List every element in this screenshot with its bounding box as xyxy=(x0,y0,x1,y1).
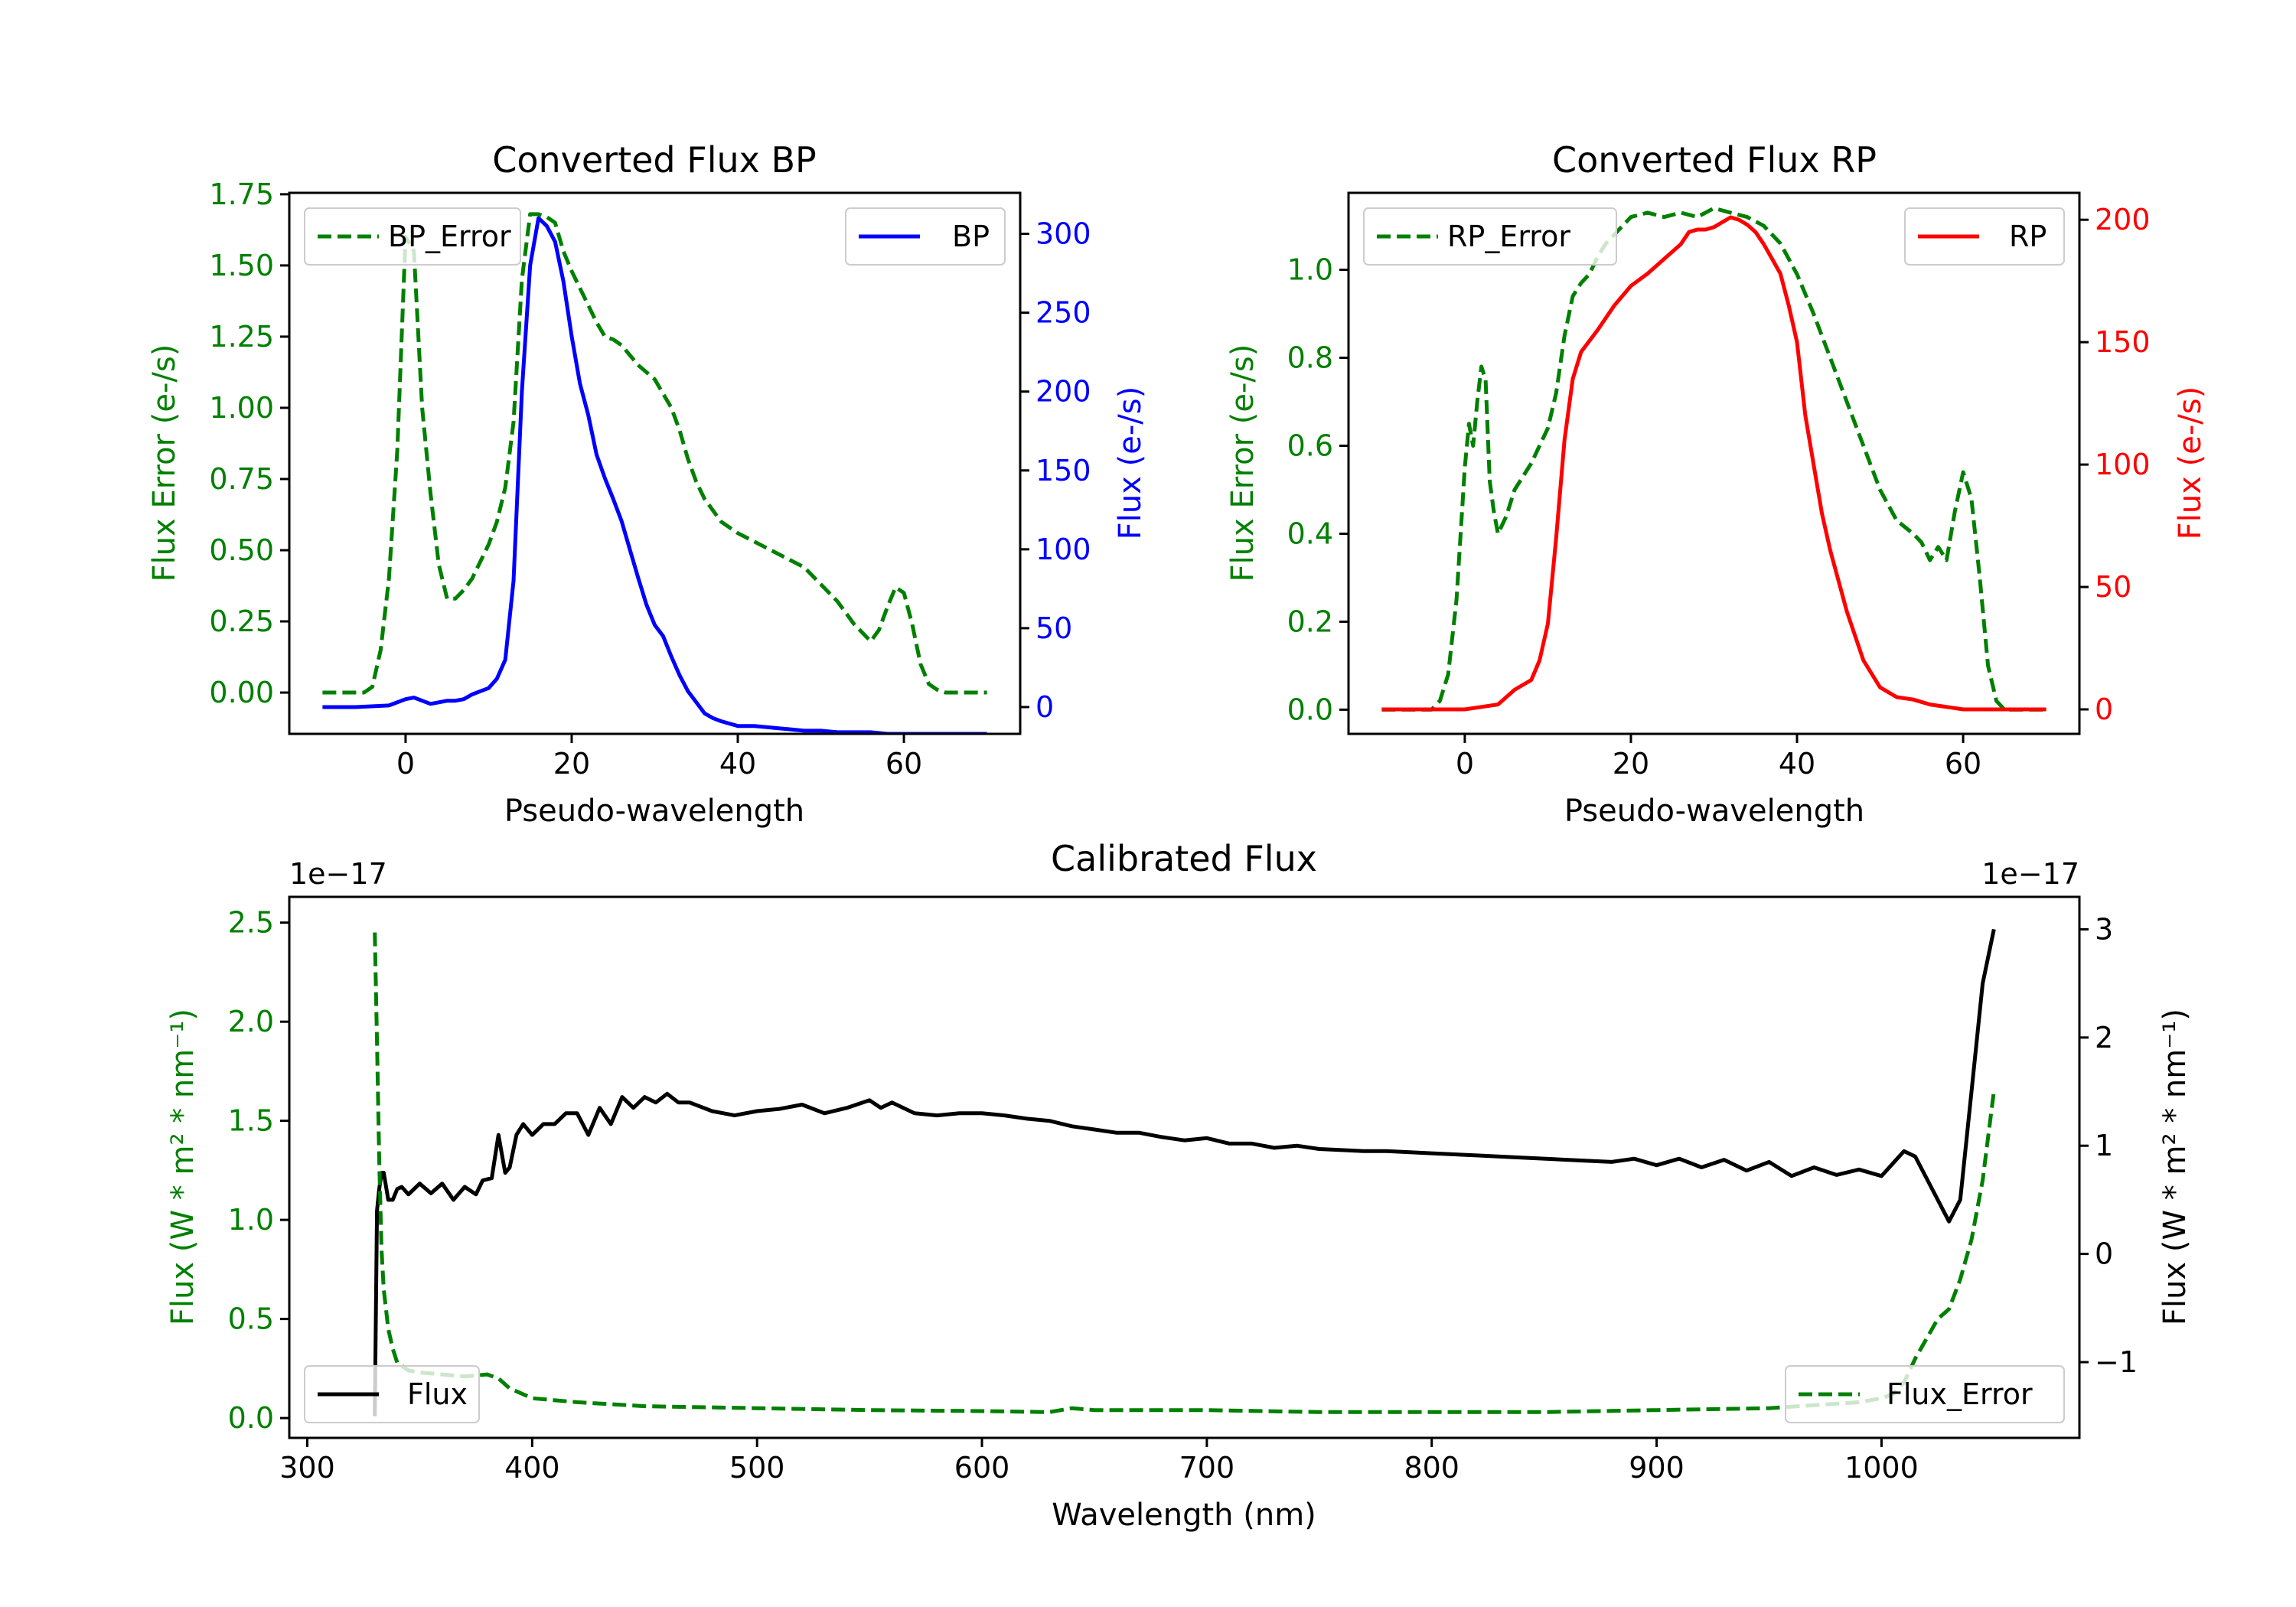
rp-xtick-label: 60 xyxy=(1945,747,1981,781)
bp-xtick-label: 60 xyxy=(885,747,922,781)
rp-xtick-label: 40 xyxy=(1779,747,1815,781)
bp-ytick-left-label: 1.25 xyxy=(209,320,274,354)
rp-series-rp xyxy=(1381,215,2047,712)
bp-ytick-left-label: 0.25 xyxy=(209,605,274,638)
bp-ytick-right-label: 250 xyxy=(1035,296,1091,330)
bp-ytick-left-label: 1.00 xyxy=(209,391,274,425)
rp-ytick-right-label: 200 xyxy=(2095,203,2151,236)
calibrated-series-flux xyxy=(373,928,1996,1416)
rp-xtick-label: 20 xyxy=(1613,747,1649,781)
calibrated-ytick-left-label: 1.5 xyxy=(228,1104,274,1138)
bp-xtick-label: 0 xyxy=(396,747,415,781)
rp-ytick-left-label: 0.2 xyxy=(1287,605,1333,638)
calibrated-ylabel-left: Flux (W * m² * nm⁻¹) xyxy=(165,1009,201,1325)
calibrated-legend-error-label: Flux_Error xyxy=(1887,1377,2033,1411)
calibrated-ytick-right-label: 2 xyxy=(2095,1021,2113,1054)
calibrated-plot-frame xyxy=(288,895,2081,1439)
calibrated-ytick-right-label: 3 xyxy=(2095,912,2113,946)
rp-xtick-label: 0 xyxy=(1456,747,1474,781)
bp-ytick-left-label: 0.00 xyxy=(209,676,274,709)
rp-series-rp-error xyxy=(1381,206,2047,712)
bp-title: Converted Flux BP xyxy=(492,139,817,181)
bp-ytick-right-label: 100 xyxy=(1035,533,1091,566)
bp-ytick-right-label: 200 xyxy=(1035,375,1091,409)
bp-panel: Converted Flux BP 0 20 40 60 0.00 0.25 0.50 0.7… xyxy=(147,139,1148,829)
calibrated-ytick-right-label: 0 xyxy=(2095,1237,2113,1271)
rp-ytick-left-label: 0.8 xyxy=(1287,341,1333,375)
calibrated-legend-flux-box xyxy=(304,1365,480,1423)
calibrated-legend-flux: Flux xyxy=(304,1365,480,1423)
rp-ytick-right-label: 150 xyxy=(2095,325,2151,359)
rp-ylabel-right: Flux (e-/s) xyxy=(2173,386,2208,539)
bp-legend-flux-label: BP xyxy=(952,220,990,253)
bp-series-bp xyxy=(322,216,987,734)
calibrated-ytick-left-label: 1.0 xyxy=(228,1203,274,1237)
rp-plot-frame xyxy=(1347,191,2081,735)
calibrated-series-flux-error xyxy=(373,932,1996,1414)
bp-legend-error-label: BP_Error xyxy=(388,220,511,253)
bp-ytick-left-label: 0.50 xyxy=(209,533,274,567)
rp-xlabel: Pseudo-wavelength xyxy=(1564,794,1864,829)
rp-ytick-left-label: 0.4 xyxy=(1287,517,1333,550)
calibrated-ytick-left-label: 2.0 xyxy=(228,1005,274,1038)
rp-ytick-left-label: 0.0 xyxy=(1287,693,1333,726)
bp-legend-flux-box xyxy=(845,207,1006,266)
calibrated-offset-left: 1e−17 xyxy=(289,857,387,891)
calibrated-xtick-label: 700 xyxy=(1179,1451,1235,1485)
rp-ytick-left-label: 0.6 xyxy=(1287,429,1333,463)
bp-ytick-right-label: 150 xyxy=(1035,454,1091,487)
calibrated-xtick-label: 800 xyxy=(1404,1451,1459,1485)
calibrated-ytick-left-label: 0.0 xyxy=(228,1401,274,1435)
bp-plot-frame xyxy=(288,191,1022,735)
bp-legend-error-box xyxy=(304,207,521,266)
calibrated-title: Calibrated Flux xyxy=(1051,838,1317,879)
rp-ytick-right-label: 100 xyxy=(2095,448,2151,481)
rp-legend-flux-box xyxy=(1904,207,2065,266)
rp-legend-flux-label: RP xyxy=(2009,220,2047,253)
bp-ylabel-right: Flux (e-/s) xyxy=(1113,386,1148,539)
bp-series-bp-error xyxy=(322,212,987,695)
rp-legend-error-box xyxy=(1363,207,1617,266)
rp-panel: Converted Flux RP 0 20 40 60 0.0 0.2 0.4 0.6 0.8… xyxy=(1225,139,2208,829)
rp-ylabel-left: Flux Error (e-/s) xyxy=(1225,344,1261,582)
calibrated-xtick-label: 1000 xyxy=(1844,1451,1919,1485)
rp-ytick-right-label: 0 xyxy=(2095,693,2113,726)
calibrated-legend-flux-label: Flux xyxy=(407,1377,468,1411)
rp-ytick-left-label: 1.0 xyxy=(1287,253,1333,287)
rp-title: Converted Flux RP xyxy=(1552,139,1877,181)
rp-legend-flux: RP xyxy=(1904,207,2065,266)
bp-ytick-left-label: 1.50 xyxy=(209,249,274,282)
bp-ytick-left-label: 1.75 xyxy=(209,178,274,211)
calibrated-xtick-label: 400 xyxy=(504,1451,560,1485)
calibrated-xlabel: Wavelength (nm) xyxy=(1052,1498,1316,1533)
rp-legend-error: RP_Error xyxy=(1363,207,1617,266)
bp-ytick-left-label: 0.75 xyxy=(209,462,274,496)
calibrated-panel: Calibrated Flux 1e−17 1e−17 300 400 500 600… xyxy=(165,838,2193,1533)
bp-ylabel-left: Flux Error (e-/s) xyxy=(147,344,182,582)
calibrated-xtick-label: 900 xyxy=(1629,1451,1684,1485)
calibrated-xtick-label: 600 xyxy=(954,1451,1010,1485)
bp-ytick-right-label: 50 xyxy=(1035,611,1072,645)
bp-legend-flux: BP xyxy=(845,207,1006,266)
calibrated-legend-error-box xyxy=(1785,1365,2065,1423)
rp-ytick-right-label: 50 xyxy=(2095,570,2131,604)
calibrated-xtick-label: 500 xyxy=(729,1451,785,1485)
calibrated-ylabel-right: Flux (W * m² * nm⁻¹) xyxy=(2157,1009,2193,1325)
calibrated-ytick-left-label: 0.5 xyxy=(228,1302,274,1336)
bp-legend-error: BP_Error xyxy=(304,207,521,266)
bp-ytick-right-label: 0 xyxy=(1035,690,1054,724)
calibrated-ytick-right-label: −1 xyxy=(2095,1345,2138,1379)
calibrated-ytick-right-label: 1 xyxy=(2095,1129,2113,1162)
bp-xtick-label: 40 xyxy=(719,747,756,781)
bp-ytick-right-label: 300 xyxy=(1035,217,1091,251)
calibrated-xtick-label: 300 xyxy=(279,1451,335,1485)
bp-xtick-label: 20 xyxy=(553,747,590,781)
rp-legend-error-label: RP_Error xyxy=(1447,220,1570,253)
calibrated-offset-right: 1e−17 xyxy=(1981,857,2079,891)
bp-xlabel: Pseudo-wavelength xyxy=(504,794,804,829)
calibrated-legend-error: Flux_Error xyxy=(1785,1365,2065,1423)
calibrated-ytick-left-label: 2.5 xyxy=(228,906,274,940)
